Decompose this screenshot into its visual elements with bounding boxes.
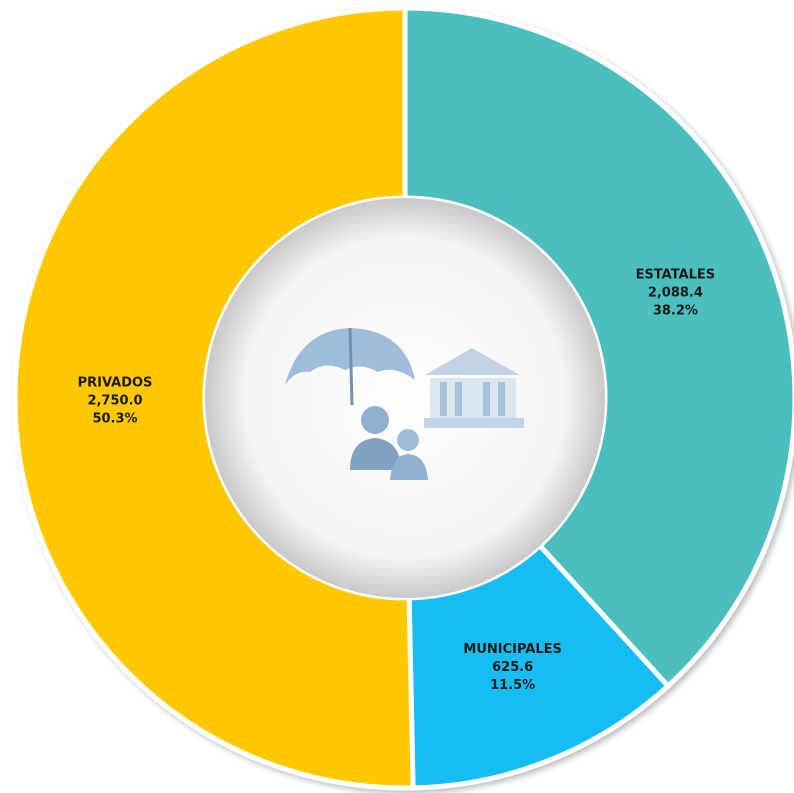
slice-category: ESTATALES	[636, 268, 716, 283]
slice-percent: 11.5%	[490, 678, 535, 693]
center-icon	[285, 327, 524, 480]
slice-value: 625.6	[492, 660, 533, 675]
labels: ESTATALES 2,088.4 38.2% MUNICIPALES 625.6 11.…	[78, 268, 716, 693]
slice-percent: 38.2%	[653, 304, 698, 319]
slice-value: 2,750.0	[87, 394, 142, 409]
slice-value: 2,088.4	[648, 286, 703, 301]
slice-percent: 50.3%	[92, 412, 137, 427]
slice-category: MUNICIPALES	[463, 642, 562, 657]
donut-hole	[205, 198, 605, 598]
slice-category: PRIVADOS	[78, 376, 153, 391]
slices	[12, 5, 794, 791]
